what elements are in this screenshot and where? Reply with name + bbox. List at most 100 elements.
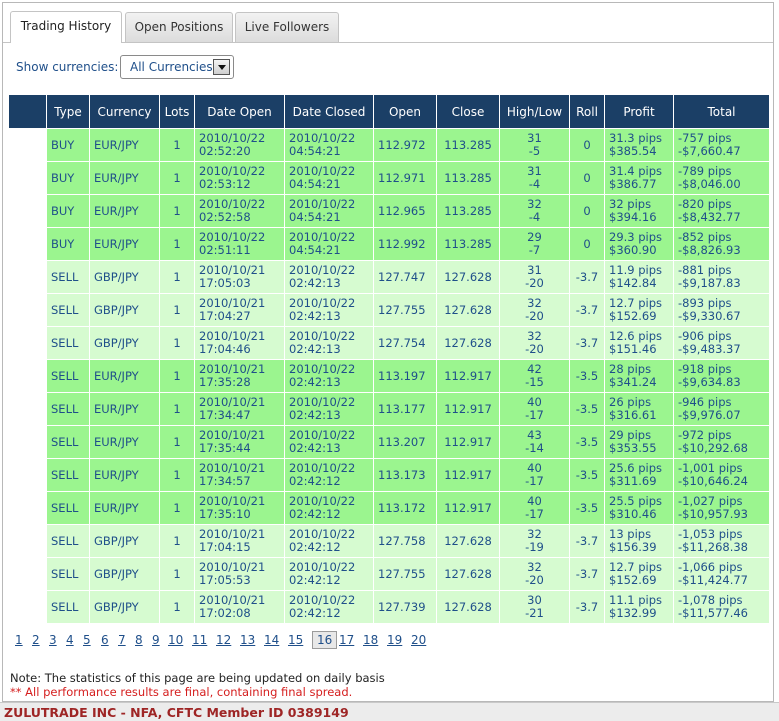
- col-header-lots[interactable]: Lots: [159, 94, 195, 129]
- row-blank-cell: [8, 491, 47, 525]
- cell-date-open: 2010/10/21 17:35:10: [194, 491, 285, 525]
- dropdown-button[interactable]: [213, 59, 230, 75]
- cell-currency: EUR/JPY: [89, 227, 160, 261]
- page-link-9[interactable]: 9: [152, 633, 160, 647]
- currency-select[interactable]: All Currencies: [120, 55, 234, 79]
- page-link-19[interactable]: 19: [387, 633, 403, 647]
- cell-type: SELL: [46, 392, 90, 426]
- page-link-10[interactable]: 10: [168, 633, 184, 647]
- tab-open-positions[interactable]: Open Positions: [125, 12, 233, 42]
- cell-close: 112.917: [436, 491, 500, 525]
- cell-close: 112.917: [436, 458, 500, 492]
- table-row: SELL EUR/JPY 1 2010/10/21 17:35:44 2010/10/22…: [8, 425, 770, 459]
- col-header-currency[interactable]: Currency: [89, 94, 160, 129]
- cell-currency: GBP/JPY: [89, 557, 160, 591]
- cell-date-open-text: 2010/10/21: [199, 395, 266, 409]
- cell-open-text: 113.172: [378, 500, 426, 515]
- cell-date-open-text: 2010/10/21: [199, 428, 266, 442]
- cell-open: 112.965: [373, 194, 437, 228]
- cell-currency: EUR/JPY: [89, 491, 160, 525]
- page-link-15[interactable]: 15: [288, 633, 304, 647]
- cell-total-text: -$11,268.38: [678, 540, 748, 554]
- col-header-high-low[interactable]: High/Low: [499, 94, 570, 129]
- row-blank-cell: [8, 458, 47, 492]
- cell-close-text: 127.628: [444, 335, 492, 350]
- cell-type: SELL: [46, 590, 90, 624]
- row-blank-cell: [8, 227, 47, 261]
- page-link-12[interactable]: 12: [216, 633, 232, 647]
- cell-close-text: 112.917: [444, 500, 492, 515]
- cell-high-low-text: 32: [527, 527, 542, 541]
- page-link-5[interactable]: 5: [83, 633, 91, 647]
- page-link-14[interactable]: 14: [264, 633, 280, 647]
- cell-date-closed: 2010/10/22 02:42:13: [284, 260, 374, 294]
- row-blank-cell: [8, 194, 47, 228]
- page-link-6[interactable]: 6: [101, 633, 109, 647]
- cell-currency-text: EUR/JPY: [94, 368, 139, 383]
- page-link-8[interactable]: 8: [135, 633, 143, 647]
- col-header-open[interactable]: Open: [373, 94, 437, 129]
- tab-trading-history[interactable]: Trading History: [10, 11, 122, 43]
- cell-profit-text: 25.6 pips: [609, 461, 663, 475]
- cell-close: 113.285: [436, 194, 500, 228]
- cell-type-text: SELL: [51, 302, 79, 317]
- cell-date-closed-text: 2010/10/22: [289, 131, 356, 145]
- cell-type: SELL: [46, 524, 90, 558]
- page-link-2[interactable]: 2: [32, 633, 40, 647]
- page-link-3[interactable]: 3: [49, 633, 57, 647]
- cell-date-closed: 2010/10/22 02:42:13: [284, 326, 374, 360]
- cell-open: 112.992: [373, 227, 437, 261]
- cell-roll: 0: [569, 161, 605, 195]
- cell-open-text: 127.747: [378, 269, 426, 284]
- cell-open-text: 127.739: [378, 599, 426, 614]
- page-link-17[interactable]: 17: [339, 633, 355, 647]
- col-header-total[interactable]: Total: [673, 94, 770, 129]
- tab-live-followers[interactable]: Live Followers: [235, 12, 339, 42]
- cell-roll-text: -3.7: [575, 269, 599, 284]
- cell-currency-text: GBP/JPY: [94, 599, 139, 614]
- cell-date-closed-text: 04:54:21: [289, 177, 341, 191]
- cell-total: -789 pips -$8,046.00: [673, 161, 770, 195]
- cell-open-text: 112.965: [378, 203, 426, 218]
- page-link-20[interactable]: 20: [411, 633, 427, 647]
- col-header-roll[interactable]: Roll: [569, 94, 605, 129]
- page-link-18[interactable]: 18: [363, 633, 379, 647]
- page-link-4[interactable]: 4: [66, 633, 74, 647]
- cell-open-text: 113.177: [378, 401, 426, 416]
- cell-close-text: 127.628: [444, 269, 492, 284]
- col-header-date-open[interactable]: Date Open: [194, 94, 285, 129]
- col-header-profit[interactable]: Profit: [604, 94, 674, 129]
- cell-lots: 1: [159, 326, 195, 360]
- cell-lots: 1: [159, 227, 195, 261]
- cell-total: -1,066 pips -$11,424.77: [673, 557, 770, 591]
- cell-open: 127.755: [373, 557, 437, 591]
- page-link-11[interactable]: 11: [192, 633, 208, 647]
- page-link-13[interactable]: 13: [240, 633, 256, 647]
- page-link-16[interactable]: 16: [312, 631, 338, 649]
- row-blank-cell: [8, 161, 47, 195]
- update-note: Note: The statistics of this page are be…: [10, 671, 385, 685]
- cell-close: 112.917: [436, 359, 500, 393]
- cell-close: 112.917: [436, 425, 500, 459]
- cell-close: 113.285: [436, 128, 500, 162]
- cell-open: 127.755: [373, 293, 437, 327]
- cell-date-closed-text: 02:42:13: [289, 441, 341, 455]
- cell-profit-text: $311.69: [609, 474, 657, 488]
- cell-roll: 0: [569, 194, 605, 228]
- cell-date-closed: 2010/10/22 02:42:13: [284, 392, 374, 426]
- cell-roll: -3.5: [569, 359, 605, 393]
- page-link-7[interactable]: 7: [118, 633, 126, 647]
- col-header-type[interactable]: Type: [46, 94, 90, 129]
- col-header-close[interactable]: Close: [436, 94, 500, 129]
- cell-date-open-text: 2010/10/21: [199, 593, 266, 607]
- cell-total: -852 pips -$8,826.93: [673, 227, 770, 261]
- cell-total: -1,001 pips -$10,646.24: [673, 458, 770, 492]
- cell-high-low: 31 -4: [499, 161, 570, 195]
- cell-type-text: BUY: [51, 170, 75, 185]
- page-link-1[interactable]: 1: [15, 633, 23, 647]
- cell-profit: 11.9 pips $142.84: [604, 260, 674, 294]
- cell-currency: EUR/JPY: [89, 425, 160, 459]
- cell-type-text: SELL: [51, 269, 79, 284]
- col-header-date-closed[interactable]: Date Closed: [284, 94, 374, 129]
- cell-lots: 1: [159, 590, 195, 624]
